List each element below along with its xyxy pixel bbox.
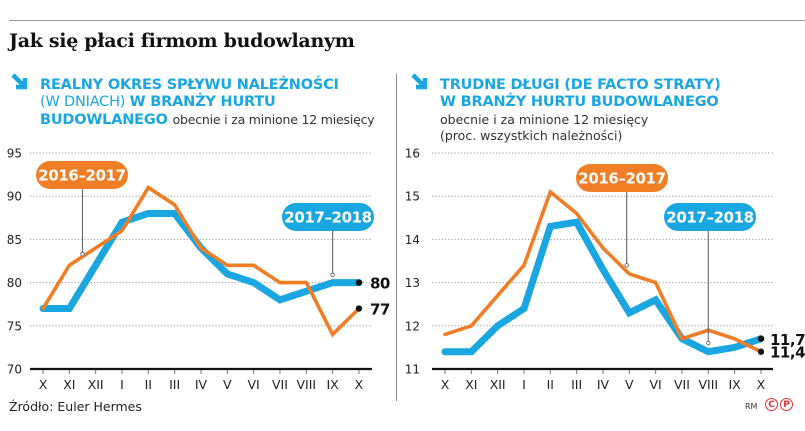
end-point-marker — [355, 305, 363, 312]
x-tick-label: XII — [490, 377, 506, 392]
x-tick-label: VIII — [698, 377, 718, 392]
legend-callout-pill — [576, 164, 668, 192]
series-line-20172018 — [441, 218, 765, 356]
author-credit: RM — [745, 402, 758, 411]
end-point-marker — [757, 335, 765, 342]
left-heading-line-2: (W DNIACH) W BRANŻY HURTU — [40, 94, 390, 111]
y-tick-label: 80 — [7, 276, 22, 290]
y-tick-label: 16 — [405, 147, 420, 161]
x-tick-label: XI — [465, 377, 477, 392]
x-tick-label: VI — [650, 377, 662, 392]
left-heading-bold-2: W BRANŻY HURTU — [129, 94, 276, 110]
left-heading-bold-3: BUDOWLANEGO — [40, 112, 173, 128]
x-tick-label: X — [39, 377, 48, 392]
callout-anchor-dot — [706, 340, 711, 346]
left-heading-unit: (W DNIACH) — [40, 94, 130, 110]
x-tick-label: XI — [63, 377, 75, 392]
x-tick-label: X — [355, 377, 364, 392]
x-tick-label: II — [145, 377, 152, 392]
y-tick-label: 12 — [405, 319, 420, 333]
x-tick-label: XII — [88, 377, 104, 392]
y-tick-label: 11 — [405, 363, 420, 377]
right-heading-line-2: W BRANŻY HURTU BUDOWLANEGO — [440, 94, 719, 110]
end-value-label: 77 — [370, 301, 390, 319]
right-heading-line-1: TRUDNE DŁUGI (DE FACTO STRATY) — [440, 77, 721, 93]
x-tick-label: VII — [674, 377, 690, 392]
right-chart-subtitle: obecnie i za minione 12 miesięcy (proc. … — [440, 112, 648, 144]
x-tick-label: I — [120, 377, 124, 392]
end-point-marker — [757, 348, 765, 355]
end-value-label: 11,7 — [770, 331, 805, 349]
source-note: Źródło: Euler Hermes — [9, 399, 142, 414]
left-heading-subtitle: obecnie i za minione 12 miesięcy — [172, 112, 375, 127]
y-tick-label: 13 — [405, 276, 420, 290]
x-tick-label: V — [625, 377, 634, 392]
arrow-down-right-icon — [11, 73, 28, 90]
copyright-logo-p: P — [780, 398, 793, 411]
series-line-20162017 — [41, 185, 361, 338]
page-title: Jak się płaci firmom budowlanym — [9, 30, 355, 52]
legend-callout-label: 2016–2017 — [38, 167, 125, 185]
x-tick-label: II — [547, 377, 554, 392]
y-tick-label: 85 — [7, 233, 22, 247]
legend-callout-label: 2017–2018 — [284, 209, 371, 227]
copyright-logo-c: C — [765, 398, 778, 411]
y-tick-label: 90 — [7, 190, 22, 204]
right-subtitle-line-2: (proc. wszystkich należności) — [440, 128, 623, 143]
x-tick-label: VIII — [296, 377, 316, 392]
y-tick-label: 70 — [7, 363, 22, 377]
x-tick-label: I — [522, 377, 526, 392]
y-tick-label: 95 — [7, 147, 22, 161]
callout-anchor-dot — [80, 251, 85, 257]
x-tick-label: VII — [272, 377, 288, 392]
callout-anchor-dot — [330, 272, 335, 278]
y-tick-label: 75 — [7, 319, 22, 333]
top-rule — [9, 20, 805, 21]
panel-divider — [396, 74, 397, 401]
x-tick-label: IV — [597, 377, 610, 392]
left-heading-line-1: REALNY OKRES SPŁYWU NALEŻNOŚCI — [40, 77, 339, 93]
legend-callout-pill — [36, 161, 128, 189]
x-tick-label: VI — [248, 377, 260, 392]
callout-anchor-dot — [624, 263, 629, 268]
end-value-label: 11,4 — [770, 344, 805, 362]
legend-callout-label: 2017–2018 — [666, 209, 753, 227]
x-tick-label: III — [169, 377, 180, 392]
y-tick-label: 15 — [405, 190, 420, 204]
y-tick-label: 14 — [405, 233, 420, 247]
end-value-label: 80 — [370, 275, 390, 293]
x-tick-label: V — [223, 377, 232, 392]
left-chart-heading: REALNY OKRES SPŁYWU NALEŻNOŚCI (W DNIACH… — [40, 77, 390, 129]
left-heading-line-3: BUDOWLANEGO obecnie i za minione 12 mies… — [40, 111, 390, 129]
legend-callout-label: 2016–2017 — [578, 170, 665, 188]
x-tick-label: IX — [729, 377, 742, 392]
x-tick-label: IV — [195, 377, 208, 392]
end-point-marker — [355, 279, 363, 286]
x-tick-label: IX — [327, 377, 340, 392]
x-tick-label: X — [441, 377, 450, 392]
x-tick-label: III — [571, 377, 582, 392]
right-subtitle-line-1: obecnie i za minione 12 miesięcy — [440, 112, 649, 127]
legend-callout-pill — [664, 203, 756, 231]
legend-callout-pill — [282, 203, 374, 231]
right-chart-heading: TRUDNE DŁUGI (DE FACTO STRATY) W BRANŻY … — [440, 77, 800, 111]
x-tick-label: X — [757, 377, 766, 392]
arrow-down-right-icon — [411, 73, 428, 90]
